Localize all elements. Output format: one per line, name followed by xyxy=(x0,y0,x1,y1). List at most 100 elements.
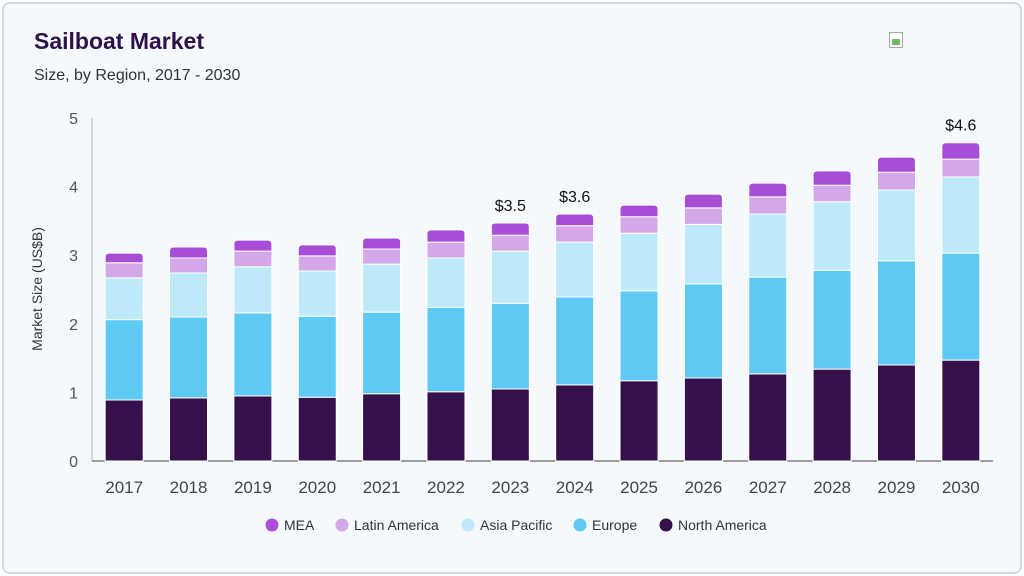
bar-segment-europe xyxy=(426,306,466,393)
bar-segment-europe xyxy=(812,269,852,370)
bar-segment-latin-america xyxy=(233,250,273,268)
chart-subtitle: Size, by Region, 2017 - 2030 xyxy=(34,67,241,84)
y-axis-label: Market Size (US$B) xyxy=(29,227,45,351)
bar-segment-latin-america xyxy=(619,216,659,234)
y-tick-label: 5 xyxy=(69,111,78,128)
bar-segment-north-america xyxy=(104,399,144,462)
bar-segment-mea xyxy=(941,142,981,160)
bar-segment-north-america xyxy=(941,359,981,462)
bar-segment-asia-pacific xyxy=(555,241,595,298)
legend-swatch-mea xyxy=(265,518,279,532)
x-tick-label: 2018 xyxy=(170,478,208,497)
x-tick-label: 2024 xyxy=(556,478,594,497)
bar-segment-latin-america xyxy=(876,171,916,191)
bar-segment-north-america xyxy=(683,377,723,462)
legend-label: Latin America xyxy=(354,517,439,533)
bar-segment-asia-pacific xyxy=(490,250,530,304)
legend-swatch-asia-pacific xyxy=(461,518,475,532)
bar-segment-latin-america xyxy=(169,257,209,274)
bar-segment-mea xyxy=(104,252,144,264)
bar-segment-europe xyxy=(619,290,659,382)
bar-segment-north-america xyxy=(233,395,273,462)
bar-segment-mea xyxy=(426,229,466,243)
y-tick-label: 2 xyxy=(69,317,78,334)
bar-segment-latin-america xyxy=(490,234,530,252)
chart-title: Sailboat Market xyxy=(34,28,204,54)
bar-segment-europe xyxy=(941,252,981,361)
bar-segment-north-america xyxy=(169,397,209,462)
bar-segment-europe xyxy=(555,296,595,386)
bar-segment-north-america xyxy=(555,384,595,462)
x-tick-label: 2028 xyxy=(813,478,851,497)
bar-segment-europe xyxy=(683,283,723,379)
legend-swatch-latin-america xyxy=(335,518,349,532)
bar-total-label: $4.6 xyxy=(945,118,976,135)
bar-segment-asia-pacific xyxy=(169,272,209,318)
bar-segment-mea xyxy=(876,156,916,173)
bar-segment-mea xyxy=(362,237,402,250)
bar-total-label: $3.5 xyxy=(495,198,526,215)
broken-image-icon xyxy=(889,32,903,48)
bar-segment-europe xyxy=(169,316,209,399)
bar-segment-north-america xyxy=(748,373,788,462)
bar-segment-latin-america xyxy=(104,262,144,279)
x-tick-label: 2025 xyxy=(620,478,658,497)
bar-segment-mea xyxy=(683,193,723,209)
x-tick-label: 2023 xyxy=(491,478,529,497)
bar-segment-mea xyxy=(297,244,337,257)
x-tick-label: 2017 xyxy=(105,478,143,497)
bar-segment-europe xyxy=(490,302,530,390)
legend-swatch-north-america xyxy=(659,518,673,532)
bar-segment-north-america xyxy=(619,380,659,462)
x-tick-label: 2027 xyxy=(749,478,787,497)
bar-segment-mea xyxy=(233,239,273,252)
bar-segment-asia-pacific xyxy=(683,223,723,285)
bar-segment-asia-pacific xyxy=(362,263,402,313)
y-tick-label: 1 xyxy=(69,385,78,402)
x-tick-label: 2019 xyxy=(234,478,272,497)
legend-swatch-europe xyxy=(573,518,587,532)
bar-segment-asia-pacific xyxy=(104,277,144,321)
bar-segment-asia-pacific xyxy=(812,201,852,271)
legend-label: MEA xyxy=(284,517,315,533)
bar-segment-latin-america xyxy=(812,184,852,203)
bar-segment-latin-america xyxy=(555,225,595,243)
bar-segment-europe xyxy=(876,260,916,366)
bar-segment-mea xyxy=(169,246,209,259)
bar-segment-asia-pacific xyxy=(941,176,981,254)
bar-segment-europe xyxy=(297,315,337,398)
bar-segment-europe xyxy=(748,276,788,375)
bar-segment-north-america xyxy=(812,368,852,462)
y-tick-label: 3 xyxy=(69,248,78,265)
bar-segment-north-america xyxy=(490,388,530,462)
legend-label: North America xyxy=(678,517,767,533)
y-tick-label: 4 xyxy=(69,180,78,197)
bar-segment-asia-pacific xyxy=(748,213,788,278)
bar-segment-europe xyxy=(233,312,273,397)
bar-segment-europe xyxy=(104,319,144,401)
bar-total-label: $3.6 xyxy=(559,189,590,206)
bar-segment-asia-pacific xyxy=(297,270,337,317)
legend-label: Asia Pacific xyxy=(480,517,552,533)
bar-segment-latin-america xyxy=(941,158,981,178)
y-tick-label: 0 xyxy=(69,454,78,471)
bar-segment-north-america xyxy=(876,364,916,462)
bar-segment-north-america xyxy=(426,391,466,462)
bar-segment-asia-pacific xyxy=(876,189,916,262)
bar-segment-europe xyxy=(362,311,402,395)
bar-segment-mea xyxy=(490,222,530,236)
bar-segment-latin-america xyxy=(362,248,402,265)
x-tick-label: 2030 xyxy=(942,478,980,497)
bar-segment-asia-pacific xyxy=(426,257,466,308)
x-tick-label: 2021 xyxy=(363,478,401,497)
bar-segment-mea xyxy=(555,213,595,227)
x-tick-label: 2022 xyxy=(427,478,465,497)
x-tick-label: 2026 xyxy=(684,478,722,497)
bar-segment-mea xyxy=(812,170,852,186)
bar-segment-asia-pacific xyxy=(619,232,659,292)
bar-segment-latin-america xyxy=(748,196,788,215)
x-tick-label: 2020 xyxy=(298,478,336,497)
bar-segment-latin-america xyxy=(683,207,723,225)
x-tick-label: 2029 xyxy=(878,478,916,497)
